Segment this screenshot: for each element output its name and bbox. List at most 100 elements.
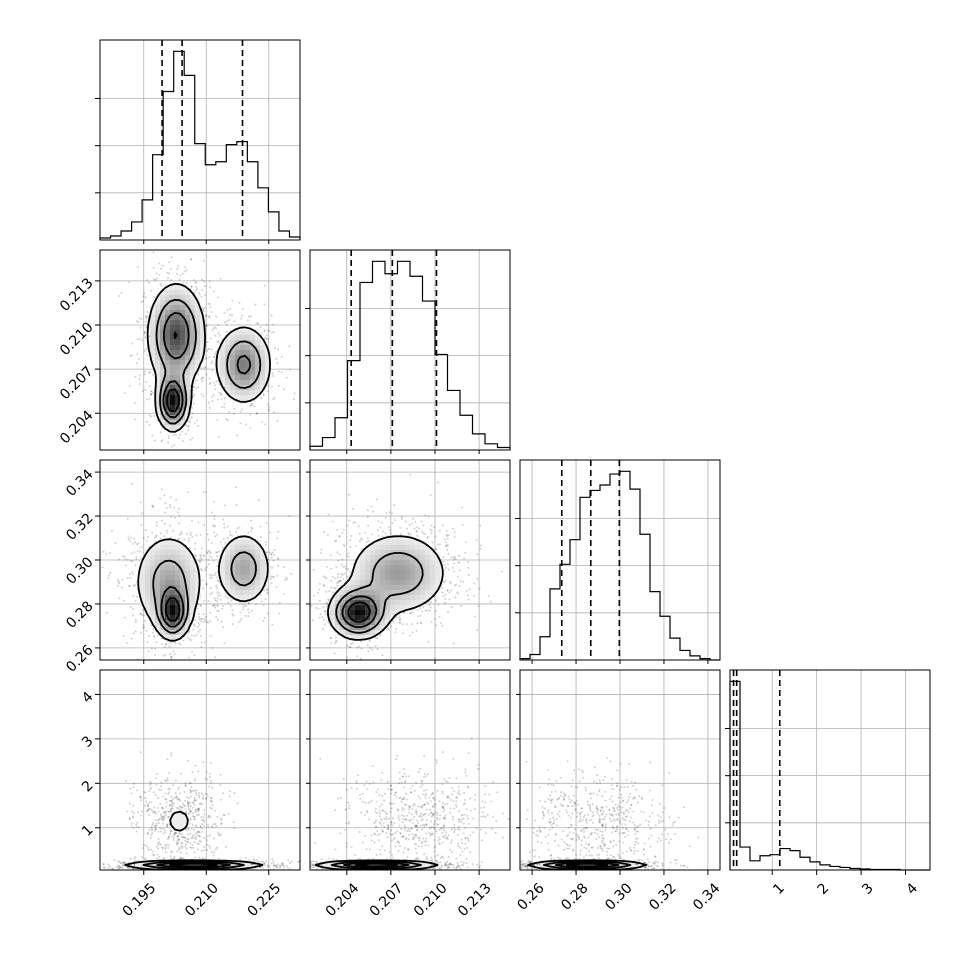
sample-point [105,611,108,614]
sample-point [210,576,213,579]
density-cell [185,575,191,581]
sample-point [177,538,180,541]
sample-point [202,259,205,262]
density-cell [220,555,226,561]
sample-point [143,620,146,623]
density-cell [250,395,256,401]
density-cell [155,395,161,401]
density-cell [165,565,171,571]
density-cell [195,355,201,361]
density-cell [220,355,226,361]
sample-point [169,641,172,644]
density-cell [250,340,256,346]
sample-point [407,532,410,535]
sample-point [208,356,211,359]
sample-point [340,563,343,566]
sample-point [207,621,210,624]
density-cell [190,575,196,581]
density-cell [230,375,236,381]
sample-point [327,621,330,624]
sample-point [212,560,215,563]
sample-point [415,530,418,533]
density-cell [255,365,261,371]
sample-point [457,554,460,557]
density-cell [155,600,161,606]
density-cell [265,365,271,371]
sample-point [101,566,104,569]
sample-point [153,536,156,539]
sample-point [441,586,444,589]
sample-point [216,604,219,607]
sample-point [219,598,222,601]
sample-point [367,650,370,653]
density-cell [240,355,246,361]
sample-point [242,308,245,311]
sample-point [151,504,154,507]
sample-point [446,548,449,551]
density-cell [185,385,191,391]
sample-point [343,572,346,575]
sample-point [203,280,206,283]
sample-point [177,265,180,268]
sample-point [388,511,391,514]
density-cell [230,565,236,571]
sample-point [143,373,146,376]
density-cell [160,335,166,341]
sample-point [311,619,314,622]
density-cell [185,300,191,306]
sample-point [257,499,260,502]
sample-point [229,530,232,533]
sample-point [446,535,449,538]
sample-point [122,600,125,603]
sample-point [473,582,476,585]
sample-point [446,537,449,540]
sample-point [345,656,348,659]
sample-point [276,557,279,560]
sample-point [126,576,129,579]
density-cell [185,290,191,296]
density-cell [245,545,251,551]
sample-point [149,393,152,396]
density-cell [335,620,341,626]
sample-point [107,577,110,580]
sample-point [187,636,190,639]
density-cell [215,365,221,371]
density-cell [240,575,246,581]
sample-point [285,578,288,581]
sample-point [456,575,459,578]
sample-point [326,602,329,605]
sample-point [208,347,211,350]
sample-point [114,541,117,544]
sample-point [129,605,132,608]
sample-point [220,405,223,408]
density-cell [180,580,186,586]
sample-point [127,535,130,538]
sample-point [422,532,425,535]
density-cell [165,340,171,346]
sample-point [206,551,209,554]
density-cell [165,385,171,391]
density-cell [335,600,341,606]
sample-point [242,608,245,611]
density-cell [175,610,181,616]
density-cell [190,330,196,336]
sample-point [325,565,328,568]
sample-point [168,272,171,275]
sample-point [202,308,205,311]
sample-point [377,520,380,523]
sample-point [244,614,247,617]
sample-point [189,257,192,260]
density-cell [250,380,256,386]
density-cell [230,340,236,346]
sample-point [173,506,176,509]
sample-point [221,607,224,610]
sample-point [445,530,448,533]
density-cell [245,360,251,366]
sample-point [323,623,326,626]
sample-point [134,630,137,633]
density-cell [245,350,251,356]
sample-point [147,650,150,653]
density-cell [245,370,251,376]
sample-point [235,486,238,489]
contour-line [160,585,185,628]
